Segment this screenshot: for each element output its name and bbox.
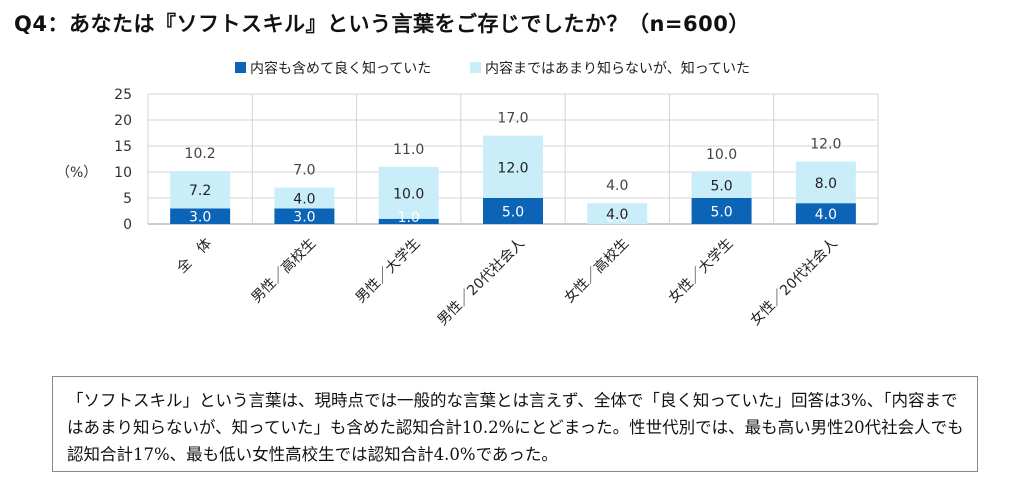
data-label-total: 17.0: [497, 111, 528, 127]
x-tick-label: 男性／高校生: [248, 235, 319, 306]
x-tick-label: 男性／20代社会人: [435, 236, 528, 329]
data-label-well-known: 5.0: [710, 205, 732, 221]
legend-swatch-well-known: [235, 62, 246, 73]
data-label-well-known: 3.0: [189, 210, 211, 226]
bar-segment-somewhat-known: [170, 170, 231, 209]
legend: 内容も含めて良く知っていた 内容まではあまり知らないが、知っていた: [235, 60, 750, 77]
data-label-total: 10.0: [706, 147, 737, 163]
data-label-well-known: 4.0: [815, 207, 837, 223]
data-label-somewhat-known: 5.0: [710, 179, 732, 195]
y-tick-label: 10: [114, 165, 132, 181]
summary-box: 「ソフトスキル」という言葉は、現時点では一般的な言葉とは言えず、全体で「良く知っ…: [52, 376, 978, 472]
data-label-well-known: 3.0: [293, 210, 315, 226]
bar-segment-well-known: [274, 208, 335, 224]
legend-swatch-somewhat-known: [470, 62, 481, 73]
y-tick-label: 5: [123, 191, 132, 207]
data-label-somewhat-known: 7.2: [189, 183, 211, 199]
y-tick-label: 20: [114, 113, 132, 129]
data-label-well-known: 1.0: [398, 210, 420, 226]
y-axis-label: （%）: [56, 165, 97, 181]
bar-segment-somewhat-known: [378, 166, 439, 219]
legend-label-somewhat-known: 内容まではあまり知らないが、知っていた: [485, 60, 750, 77]
data-label-well-known: 5.0: [502, 205, 524, 221]
data-label-total: 12.0: [810, 137, 841, 153]
bar-segment-somewhat-known: [274, 187, 335, 209]
x-tick-label: 女性／20代社会人: [747, 235, 841, 329]
bar-segment-well-known: [691, 198, 752, 224]
y-axis: 0 5 10 15 20 25 （%）: [56, 87, 132, 233]
data-label-somewhat-known: 8.0: [815, 176, 837, 192]
chart-title: Q4：あなたは『ソフトスキル』という言葉をご存じでしたか？（n=600）: [14, 12, 750, 36]
bar-segment-somewhat-known: [587, 203, 648, 224]
bar-segment-somewhat-known: [795, 161, 856, 204]
bar-segment-well-known: [795, 203, 856, 224]
legend-label-well-known: 内容も含めて良く知っていた: [250, 60, 431, 77]
y-tick-label: 25: [114, 87, 132, 103]
x-tick-label: 女性／高校生: [561, 235, 632, 306]
bar-segment-somewhat-known: [483, 135, 543, 198]
data-label-well-known: 0.0: [606, 210, 628, 226]
data-label-total: 7.0: [293, 163, 315, 179]
bar-segment-somewhat-known: [691, 172, 752, 198]
bar-segment-well-known: [483, 198, 543, 224]
summary-text: 「ソフトスキル」という言葉は、現時点では一般的な言葉とは言えず、全体で「良く知っ…: [67, 391, 964, 464]
data-label-total: 10.2: [185, 146, 216, 162]
data-label-total: 4.0: [606, 178, 628, 194]
y-tick-label: 0: [123, 217, 132, 233]
data-label-somewhat-known: 10.0: [393, 186, 424, 202]
x-tick-label: 女性／大学生: [665, 235, 736, 306]
x-tick-label: 男性／大学生: [353, 236, 424, 307]
bar-segment-well-known: [378, 218, 439, 224]
data-label-somewhat-known: 4.0: [293, 192, 315, 208]
x-axis: 全 体男性／高校生 男性／大学生 男性／20代社会人 女性／高校生 女性／大学生 女性／2…: [173, 235, 840, 329]
y-tick-label: 15: [114, 139, 132, 155]
bar-segment-well-known: [170, 208, 231, 224]
stacked-bar-chart: 内容も含めて良く知っていた 内容まではあまり知らないが、知っていた 0 5 10 15 2…: [56, 60, 879, 329]
bars: 3.0 7.2 10.2 3.0 4.0 7.0 1.0 10.0 11.0 5.0 12.0 17.…: [170, 111, 856, 226]
data-label-somewhat-known: 4.0: [606, 207, 628, 223]
data-label-somewhat-known: 12.0: [497, 160, 528, 176]
x-tick-label: 全 体: [173, 235, 215, 277]
data-label-total: 11.0: [393, 142, 424, 158]
